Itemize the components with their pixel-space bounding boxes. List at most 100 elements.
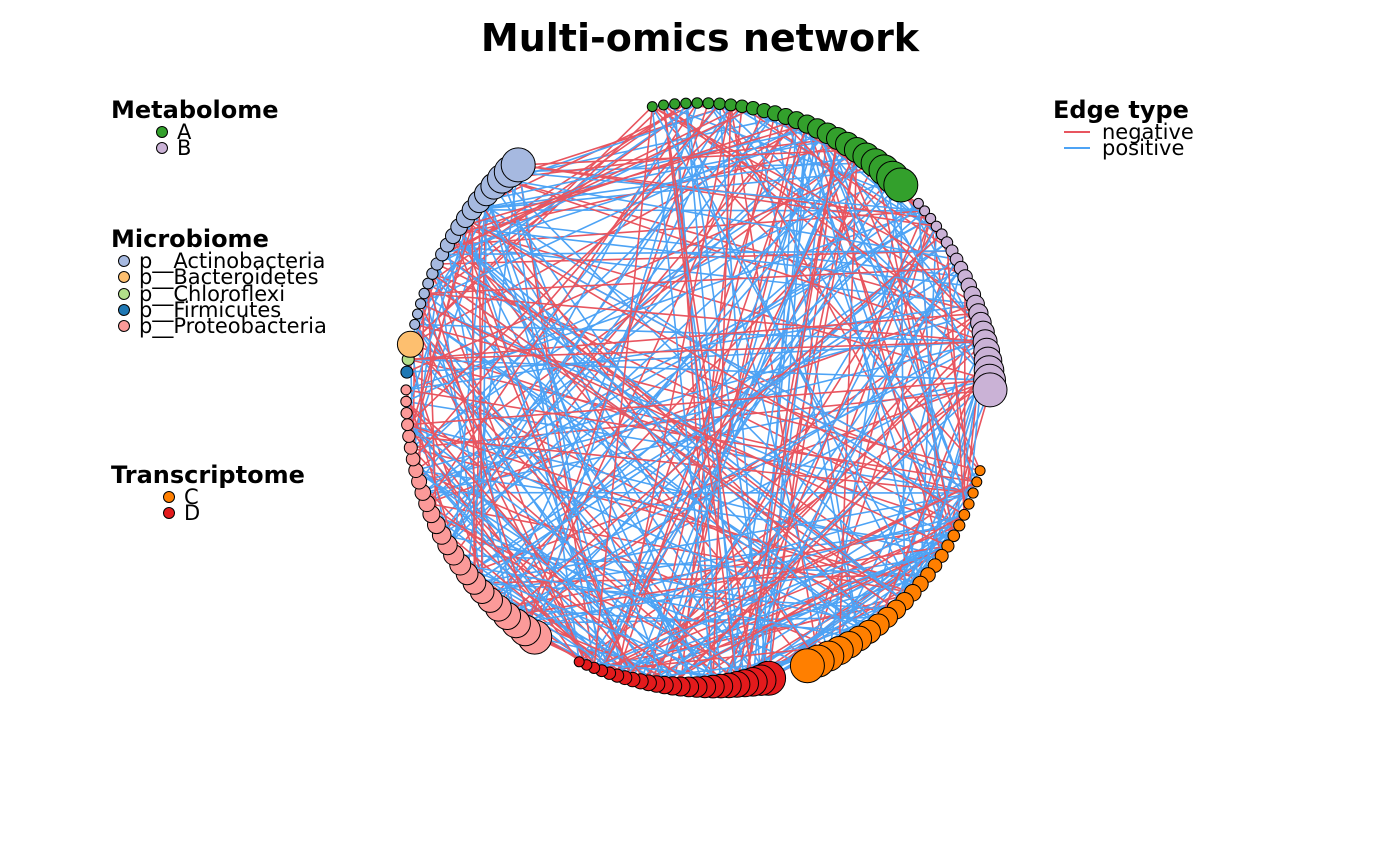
network-edge [485, 193, 666, 686]
legend-swatch [163, 491, 175, 504]
network-edge [441, 107, 754, 256]
legend-item-positive: positive [1064, 136, 1194, 161]
network-node [919, 205, 931, 217]
network-edge [509, 170, 925, 212]
network-edge [471, 209, 476, 583]
network-node [400, 395, 412, 408]
network-edge [430, 513, 657, 685]
network-node [646, 101, 658, 113]
network-edge [963, 276, 966, 515]
legend-item-firmicutes: p__Firmicutes [118, 299, 327, 321]
network-node [724, 98, 738, 112]
network-edge [420, 123, 808, 305]
network-edge [673, 103, 722, 687]
network-edge [481, 155, 867, 593]
network-edge [601, 524, 960, 672]
legend-item-a: A [156, 121, 279, 143]
legend-swatch [118, 271, 130, 284]
network-edge [458, 123, 808, 228]
network-edge [593, 106, 654, 668]
network-node [691, 97, 704, 109]
network-edge [651, 106, 922, 585]
network-edge [415, 469, 714, 688]
network-node [971, 476, 983, 488]
network-edge [405, 303, 976, 391]
node-layer [396, 97, 1008, 699]
legend-edge-type: Edge type negative positive [1053, 96, 1194, 161]
network-edge [826, 133, 970, 505]
network-edge [647, 225, 938, 684]
legend-item-actinobacteria: p__Actinobacteria [118, 250, 327, 272]
network-edge [446, 155, 867, 546]
network-node [925, 212, 937, 225]
network-edge [616, 592, 914, 677]
network-edge [441, 105, 743, 256]
legend-microbiome: Microbiome p__Actinobacteria p__Bacteroi… [111, 225, 327, 339]
network-edge [473, 258, 958, 584]
chart-title: Multi-omics network [480, 16, 920, 60]
network-edge [408, 435, 974, 494]
network-node [669, 98, 681, 110]
network-edge [806, 123, 922, 585]
legend-swatch [118, 287, 130, 300]
network-edge [431, 273, 897, 611]
network-node [963, 498, 975, 510]
network-node [930, 220, 943, 233]
network-edge [533, 102, 698, 638]
network-edge [418, 480, 603, 672]
network-edge [478, 127, 818, 203]
network-node [958, 508, 971, 521]
network-node [883, 167, 919, 203]
network-edge [806, 123, 955, 537]
network-edge [465, 217, 966, 278]
legend-label: p__Chloroflexi [139, 281, 286, 306]
legend-item-b: B [156, 138, 279, 159]
network-edge [460, 563, 860, 640]
legend-label: p__Proteobacteria [139, 314, 327, 339]
legend-swatch-line [1064, 147, 1090, 150]
network-node [418, 287, 430, 300]
network-edge [836, 138, 981, 471]
legend-swatch-line [1064, 131, 1090, 134]
network-edge [426, 502, 698, 688]
network-node [912, 197, 924, 209]
network-edge [816, 128, 943, 557]
network-edge [838, 149, 858, 651]
network-edge [407, 379, 990, 426]
network-edge [718, 103, 762, 681]
network-edge [416, 313, 722, 687]
legend-title: Transcriptome [111, 461, 305, 489]
network-edge [639, 143, 849, 682]
network-edge [685, 103, 738, 685]
legend-swatch [156, 142, 168, 155]
network-edge [459, 563, 738, 686]
network-edge [663, 123, 808, 686]
network-edge [774, 112, 984, 333]
legend-transcriptome: Transcriptome C D [111, 461, 305, 524]
legend-label: C [184, 485, 199, 509]
network-edge [471, 137, 838, 211]
network-node [402, 429, 416, 443]
legend-title: Microbiome [111, 225, 269, 253]
legend-item-chloroflexi: p__Chloroflexi [118, 281, 327, 306]
network-edge [441, 253, 906, 602]
network-node [658, 99, 669, 111]
network-node [972, 372, 1008, 408]
network-edge [744, 138, 839, 684]
network-edge [664, 514, 965, 686]
network-edge [593, 514, 965, 669]
network-edge [640, 545, 949, 683]
network-edge [712, 104, 732, 687]
network-node [934, 548, 949, 563]
network-node [953, 519, 966, 532]
network-edge [662, 104, 738, 685]
network-edge [662, 104, 746, 684]
network-edge [600, 149, 858, 672]
network-edge [412, 103, 721, 460]
network-edge [452, 235, 860, 639]
network-node [400, 365, 414, 379]
legend-label: positive [1102, 136, 1185, 161]
network-node [573, 656, 585, 668]
network-edge [506, 233, 943, 617]
